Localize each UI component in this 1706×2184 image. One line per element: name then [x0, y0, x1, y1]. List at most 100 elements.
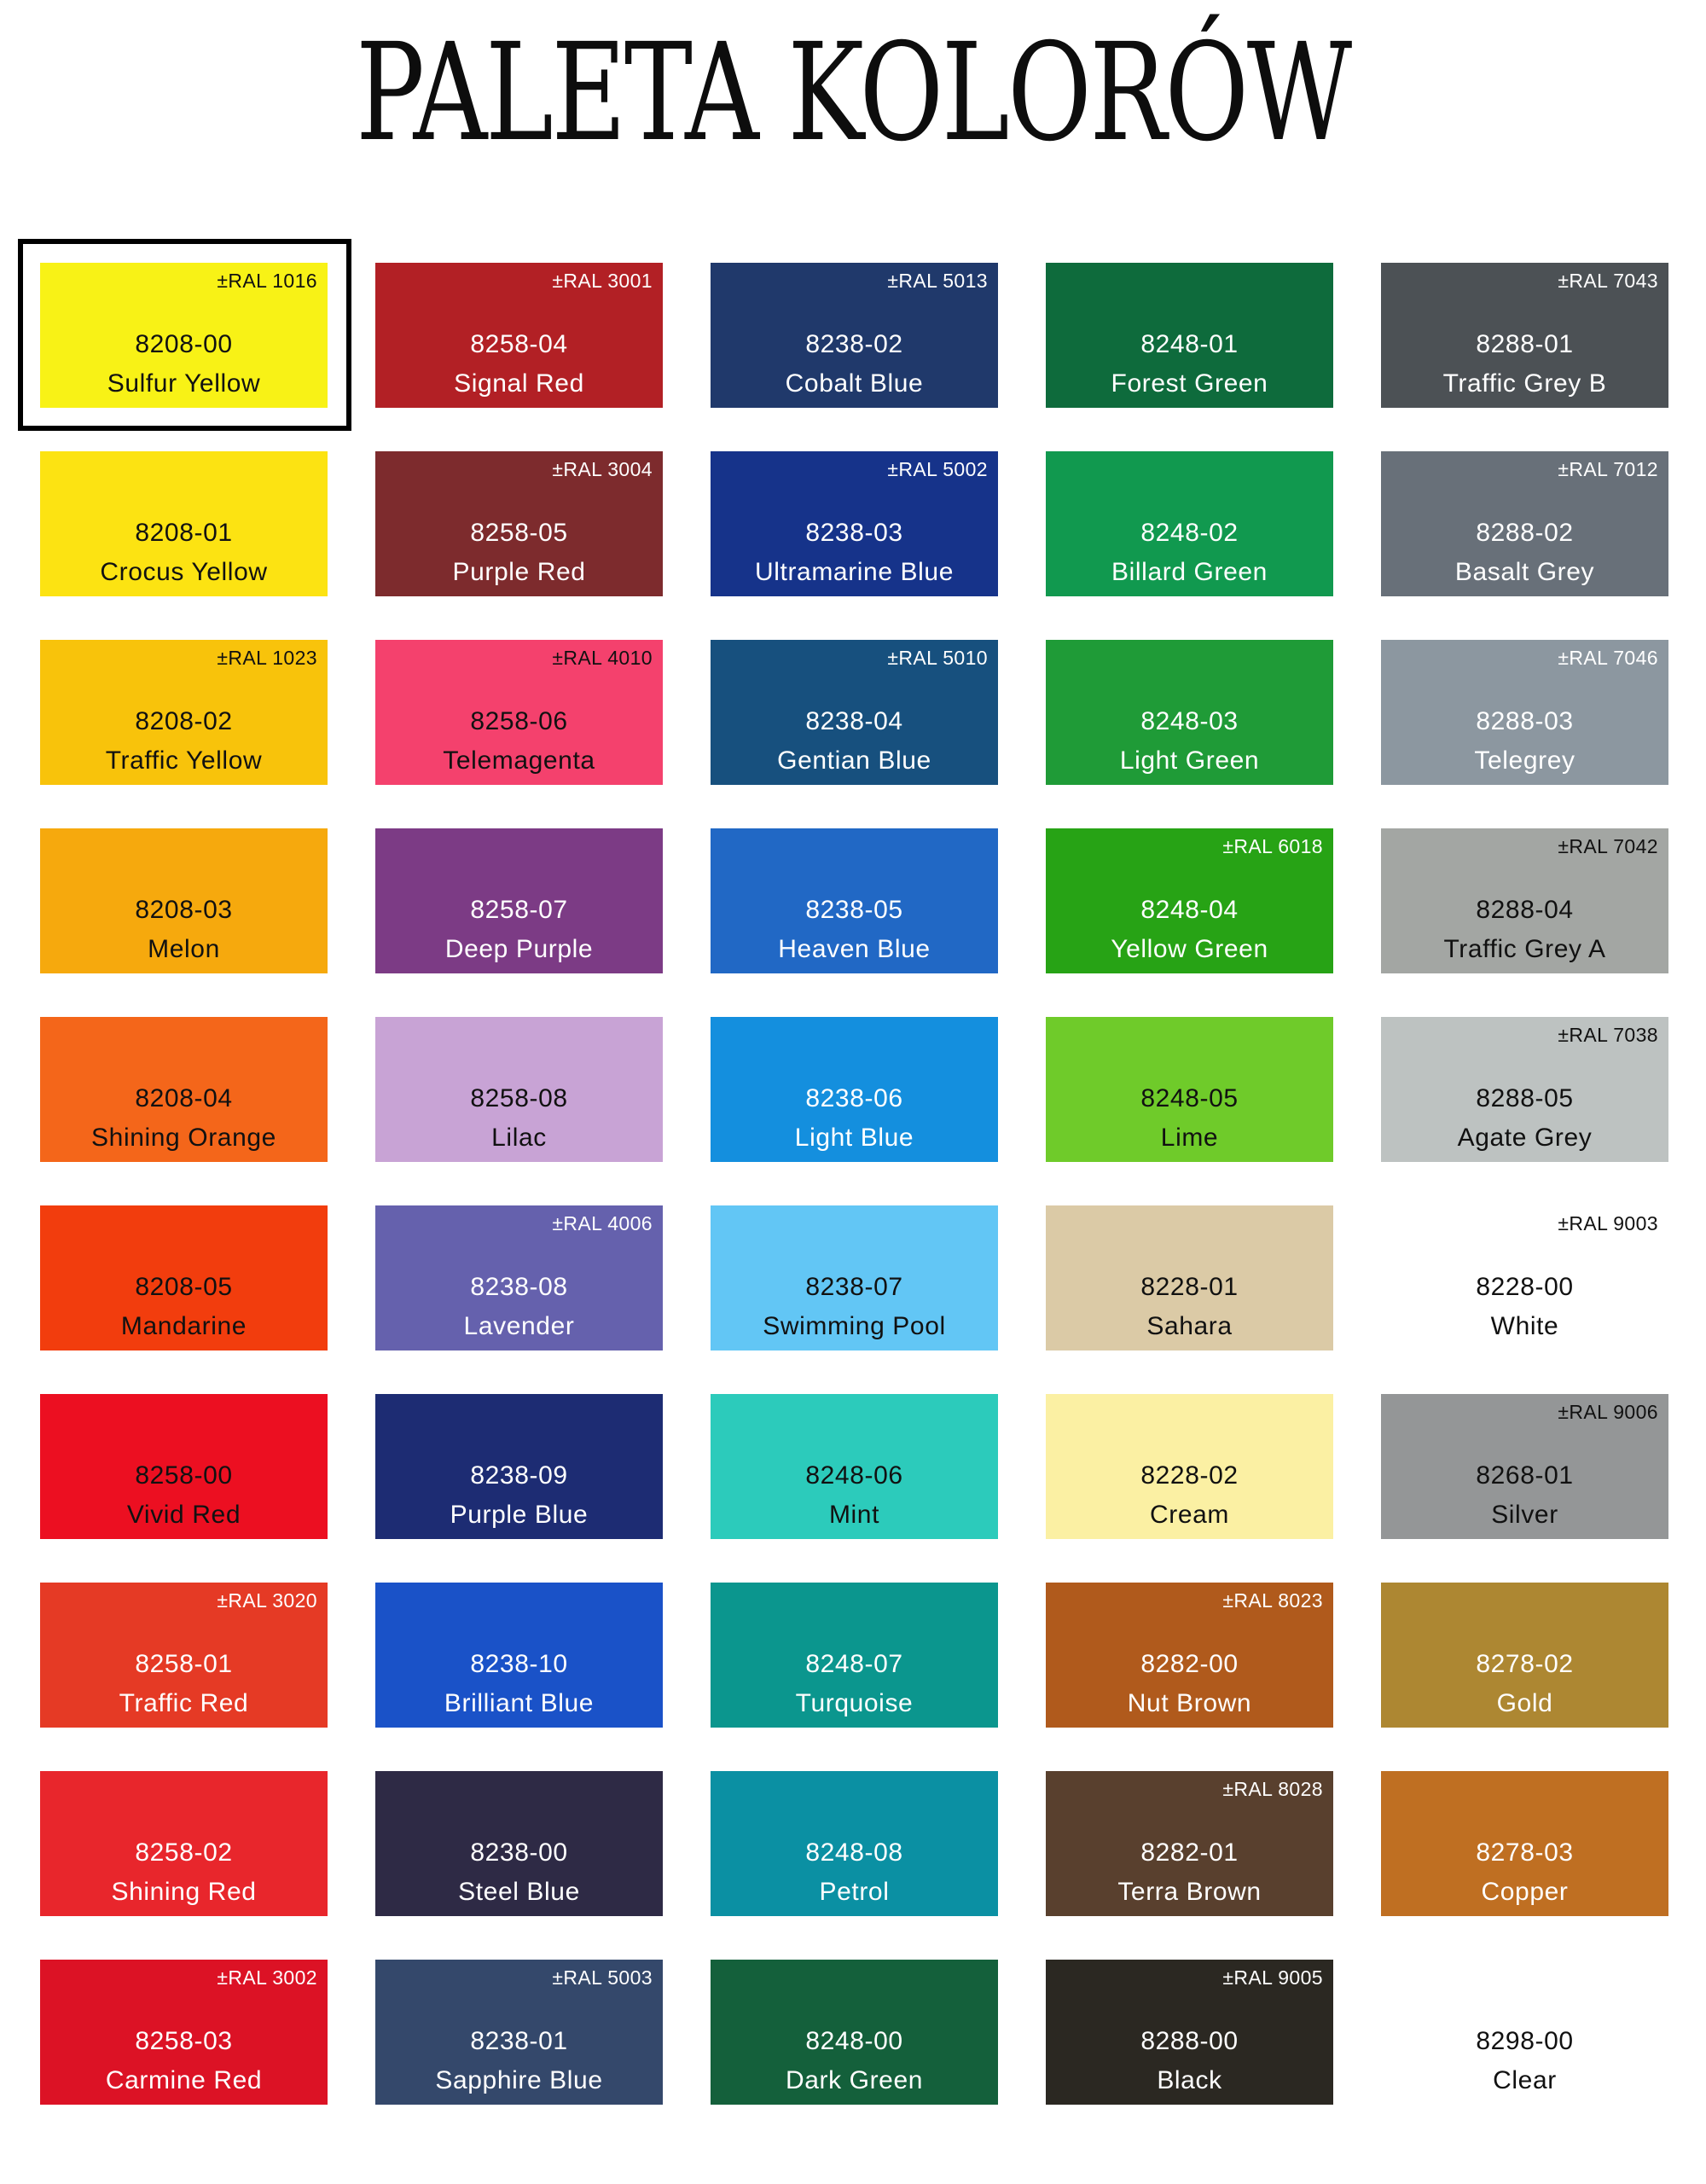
color-swatch[interactable]: 8238-00 Steel Blue: [375, 1771, 663, 1916]
color-name: Cream: [1149, 1501, 1229, 1529]
color-name: Sahara: [1146, 1312, 1233, 1340]
product-code: 8228-02: [1140, 1461, 1239, 1490]
color-swatch[interactable]: 8248-07 Turquoise: [711, 1583, 998, 1728]
color-swatch[interactable]: 8248-00 Dark Green: [711, 1960, 998, 2105]
product-code: 8258-08: [470, 1084, 568, 1112]
color-swatch[interactable]: ±RAL 8028 8282-01 Terra Brown: [1046, 1771, 1333, 1916]
color-swatch[interactable]: ±RAL 8023 8282-00 Nut Brown: [1046, 1583, 1333, 1728]
color-swatch[interactable]: ±RAL 5003 8238-01 Sapphire Blue: [375, 1960, 663, 2105]
ral-code-label: ±RAL 8023: [1222, 1589, 1323, 1612]
color-name: Traffic Red: [119, 1689, 249, 1717]
page-title: PALETA KOLORÓW: [356, 15, 1352, 171]
product-code: 8258-02: [135, 1838, 233, 1867]
color-swatch[interactable]: ±RAL 9003 8228-00 White: [1381, 1205, 1668, 1350]
ral-code-label: ±RAL 1016: [217, 270, 317, 292]
color-swatch[interactable]: 8298-00 Clear: [1381, 1960, 1668, 2105]
color-swatch[interactable]: ±RAL 7038 8288-05 Agate Grey: [1381, 1017, 1668, 1162]
color-swatch[interactable]: ±RAL 3020 8258-01 Traffic Red: [40, 1583, 328, 1728]
color-swatch[interactable]: 8208-03 Melon: [40, 828, 328, 973]
color-swatch[interactable]: 8238-07 Swimming Pool: [711, 1205, 998, 1350]
color-name: Lime: [1160, 1124, 1219, 1152]
color-swatch[interactable]: ±RAL 7012 8288-02 Basalt Grey: [1381, 451, 1668, 596]
color-swatch[interactable]: 8238-05 Heaven Blue: [711, 828, 998, 973]
ral-code-label: ±RAL 7043: [1558, 270, 1658, 292]
color-swatch[interactable]: ±RAL 5013 8238-02 Cobalt Blue: [711, 263, 998, 408]
color-name: Agate Grey: [1457, 1124, 1593, 1152]
color-swatch[interactable]: ±RAL 5010 8238-04 Gentian Blue: [711, 640, 998, 785]
color-name: Billard Green: [1111, 558, 1268, 586]
ral-code-label: ±RAL 7046: [1558, 647, 1658, 669]
product-code: 8248-03: [1140, 707, 1239, 735]
product-code: 8208-01: [135, 519, 233, 547]
color-swatch[interactable]: ±RAL 1016 8208-00 Sulfur Yellow: [18, 239, 351, 431]
color-name: Black: [1157, 2066, 1222, 2094]
color-swatch[interactable]: ±RAL 4010 8258-06 Telemagenta: [375, 640, 663, 785]
color-swatch[interactable]: ±RAL 3004 8258-05 Purple Red: [375, 451, 663, 596]
color-swatch[interactable]: ±RAL 5002 8238-03 Ultramarine Blue: [711, 451, 998, 596]
product-code: 8228-01: [1140, 1273, 1239, 1301]
product-code: 8238-04: [805, 707, 903, 735]
color-swatch[interactable]: 8248-01 Forest Green: [1046, 263, 1333, 408]
color-swatch[interactable]: 8258-02 Shining Red: [40, 1771, 328, 1916]
color-name: Terra Brown: [1117, 1878, 1262, 1906]
ral-code-label: ±RAL 7012: [1558, 458, 1658, 480]
color-swatch[interactable]: ±RAL 1023 8208-02 Traffic Yellow: [40, 640, 328, 785]
product-code: 8238-03: [805, 519, 903, 547]
color-swatch[interactable]: ±RAL 6018 8248-04 Yellow Green: [1046, 828, 1333, 973]
product-code: 8208-00: [135, 330, 233, 358]
color-name: Gentian Blue: [777, 746, 931, 775]
color-name: Light Blue: [794, 1124, 914, 1152]
color-swatch[interactable]: ±RAL 4006 8238-08 Lavender: [375, 1205, 663, 1350]
color-swatch[interactable]: 8278-02 Gold: [1381, 1583, 1668, 1728]
color-name: Crocus Yellow: [100, 558, 268, 586]
ral-code-label: ±RAL 4010: [552, 647, 653, 669]
color-swatch[interactable]: 8228-01 Sahara: [1046, 1205, 1333, 1350]
color-swatch[interactable]: 8248-08 Petrol: [711, 1771, 998, 1916]
color-swatch[interactable]: ±RAL 7043 8288-01 Traffic Grey B: [1381, 263, 1668, 408]
color-swatch[interactable]: ±RAL 9006 8268-01 Silver: [1381, 1394, 1668, 1539]
product-code: 8238-02: [805, 330, 903, 358]
color-name: Dark Green: [785, 2066, 924, 2094]
color-swatch[interactable]: 8248-06 Mint: [711, 1394, 998, 1539]
color-swatch[interactable]: ±RAL 9005 8288-00 Black: [1046, 1960, 1333, 2105]
color-swatch[interactable]: 8248-02 Billard Green: [1046, 451, 1333, 596]
color-name: Vivid Red: [126, 1501, 241, 1529]
product-code: 8208-03: [135, 896, 233, 924]
product-code: 8238-10: [470, 1650, 568, 1678]
color-swatch[interactable]: ±RAL 3002 8258-03 Carmine Red: [40, 1960, 328, 2105]
color-swatch[interactable]: 8258-07 Deep Purple: [375, 828, 663, 973]
color-swatch[interactable]: 8258-00 Vivid Red: [40, 1394, 328, 1539]
color-swatch[interactable]: ±RAL 7042 8288-04 Traffic Grey A: [1381, 828, 1668, 973]
ral-code-label: ±RAL 3001: [552, 270, 653, 292]
product-code: 8288-00: [1140, 2027, 1239, 2055]
color-swatch[interactable]: 8238-06 Light Blue: [711, 1017, 998, 1162]
product-code: 8258-06: [470, 707, 568, 735]
product-code: 8208-04: [135, 1084, 233, 1112]
color-swatch[interactable]: 8228-02 Cream: [1046, 1394, 1333, 1539]
ral-code-label: ±RAL 7038: [1558, 1024, 1658, 1046]
color-swatch[interactable]: 8238-09 Purple Blue: [375, 1394, 663, 1539]
color-name: Sulfur Yellow: [107, 369, 261, 398]
color-name: Gold: [1496, 1689, 1553, 1717]
color-swatch[interactable]: 8238-10 Brilliant Blue: [375, 1583, 663, 1728]
ral-code-label: ±RAL 8028: [1222, 1778, 1323, 1800]
ral-code-label: ±RAL 9006: [1558, 1401, 1658, 1423]
ral-code-label: ±RAL 7042: [1558, 835, 1658, 857]
color-swatch[interactable]: 8248-03 Light Green: [1046, 640, 1333, 785]
product-code: 8208-05: [135, 1273, 233, 1301]
ral-code-label: ±RAL 6018: [1222, 835, 1323, 857]
product-code: 8238-00: [470, 1838, 568, 1867]
color-swatch[interactable]: 8258-08 Lilac: [375, 1017, 663, 1162]
color-swatch[interactable]: 8208-04 Shining Orange: [40, 1017, 328, 1162]
color-swatch[interactable]: 8208-05 Mandarine: [40, 1205, 328, 1350]
color-name: Lilac: [491, 1124, 547, 1152]
color-swatch[interactable]: 8278-03 Copper: [1381, 1771, 1668, 1916]
color-name: Turquoise: [795, 1689, 914, 1717]
product-code: 8248-00: [805, 2027, 903, 2055]
color-swatch[interactable]: ±RAL 3001 8258-04 Signal Red: [375, 263, 663, 408]
color-name: Basalt Grey: [1454, 558, 1595, 586]
color-name: White: [1490, 1312, 1559, 1340]
color-swatch[interactable]: ±RAL 7046 8288-03 Telegrey: [1381, 640, 1668, 785]
color-swatch[interactable]: 8248-05 Lime: [1046, 1017, 1333, 1162]
color-swatch[interactable]: 8208-01 Crocus Yellow: [40, 451, 328, 596]
